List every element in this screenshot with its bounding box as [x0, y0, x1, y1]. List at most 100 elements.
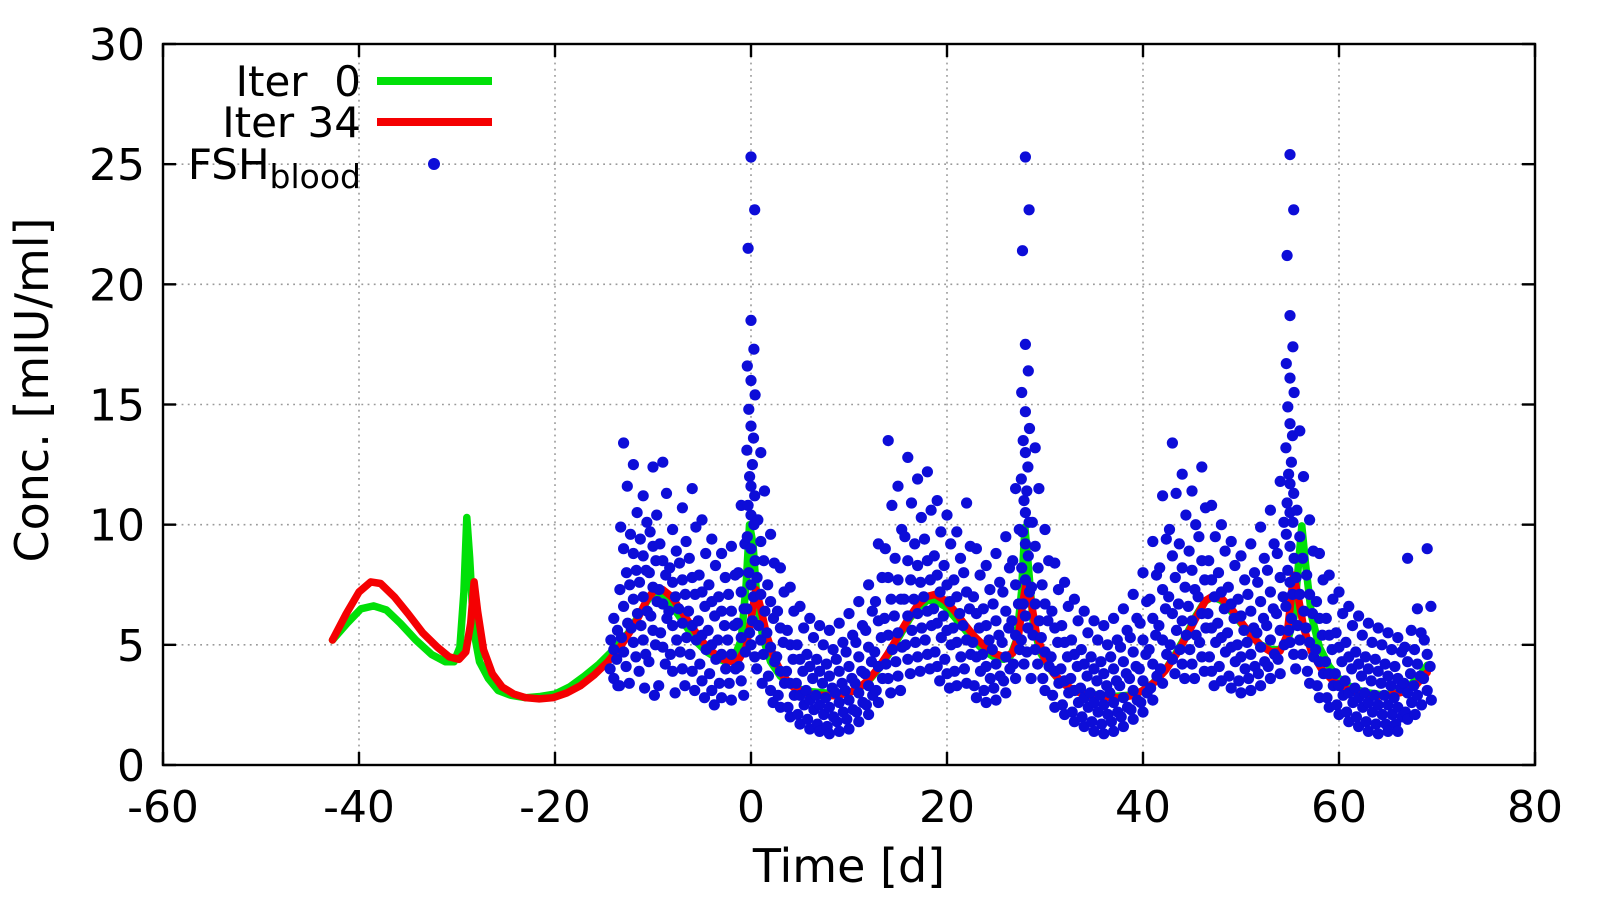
scatter-point — [1108, 663, 1120, 675]
scatter-point — [1115, 711, 1127, 723]
scatter-point — [655, 627, 667, 639]
legend: Iter 0 Iter 34 FSHblood — [188, 57, 492, 196]
scatter-point — [1075, 644, 1087, 656]
scatter-point — [1127, 588, 1139, 601]
scatter-point — [623, 677, 635, 689]
scatter-point — [1369, 653, 1381, 665]
scatter-point — [1372, 728, 1384, 740]
scatter-point — [931, 495, 943, 507]
scatter-point — [1261, 620, 1273, 632]
scatter-point — [1022, 365, 1034, 377]
scatter-point — [1329, 668, 1341, 680]
scatter-point — [664, 648, 677, 661]
scatter-point — [713, 591, 725, 603]
scatter-point — [811, 653, 823, 665]
scatter-point — [1179, 672, 1191, 685]
scatter-point — [997, 586, 1009, 598]
scatter-point — [1018, 495, 1030, 507]
scatter-point — [1117, 692, 1129, 704]
scatter-point — [1010, 672, 1022, 685]
scatter-point — [653, 584, 665, 596]
scatter-point — [689, 684, 701, 697]
scatter-point — [1301, 665, 1313, 677]
grid-layer — [162, 43, 1536, 766]
scatter-point — [1330, 627, 1342, 639]
scatter-point — [654, 538, 666, 550]
y-tick-label: 5 — [117, 621, 145, 672]
scatter-point — [1229, 559, 1241, 572]
scatter-point — [1094, 689, 1106, 701]
scatter-point — [1081, 670, 1093, 682]
scatter-point — [1297, 552, 1309, 564]
scatter-point — [608, 612, 620, 625]
scatter-point — [909, 538, 921, 550]
scatter-point — [1297, 471, 1310, 483]
scatter-point — [1098, 620, 1110, 632]
scatter-point — [725, 540, 738, 552]
scatter-point — [905, 574, 917, 586]
scatter-point — [643, 567, 655, 579]
scatter-point — [651, 509, 663, 521]
scatter-point — [802, 713, 814, 725]
scatter-point — [1425, 600, 1437, 613]
scatter-point — [1366, 636, 1378, 649]
scatter-point — [1137, 567, 1149, 579]
scatter-point — [1274, 475, 1286, 487]
scatter-point — [948, 574, 960, 586]
scatter-point — [667, 523, 679, 536]
scatter-point — [1235, 651, 1247, 663]
scatter-point — [755, 588, 767, 601]
scatter-point — [1114, 680, 1126, 692]
scatter-point — [743, 567, 755, 579]
scatter-point — [637, 550, 649, 562]
scatter-point — [892, 480, 904, 492]
scatter-point — [1133, 663, 1145, 675]
scatter-point — [1176, 468, 1188, 480]
scatter-point — [1417, 672, 1430, 685]
scatter-point — [816, 677, 829, 689]
scatter-point — [741, 603, 753, 615]
scatter-point — [980, 696, 992, 709]
scatter-point — [1362, 725, 1374, 738]
scatter-point — [1127, 684, 1139, 697]
scatter-point — [693, 569, 705, 581]
scatter-point — [1135, 696, 1147, 709]
scatter-point — [1222, 581, 1234, 593]
scatter-point — [671, 634, 683, 646]
scatter-point — [1166, 550, 1178, 562]
scatter-point — [817, 639, 829, 651]
scatter-point — [951, 680, 963, 692]
scatter-point — [957, 620, 969, 632]
scatter-point — [709, 559, 722, 572]
scatter-point — [1174, 644, 1186, 656]
scatter-point — [744, 627, 756, 639]
scatter-point — [904, 668, 916, 680]
legend-label-fsh: FSHblood — [188, 140, 361, 196]
scatter-point — [774, 562, 787, 574]
scatter-point — [1280, 528, 1292, 540]
scatter-point — [1010, 483, 1022, 495]
scatter-point — [755, 447, 767, 459]
scatter-point — [761, 627, 773, 639]
scatter-point — [888, 610, 900, 622]
scatter-point — [1409, 708, 1421, 721]
scatter-point — [630, 651, 642, 663]
scatter-point — [968, 680, 980, 692]
scatter-point — [1203, 651, 1215, 663]
scatter-point — [1202, 608, 1214, 620]
scatter-point — [771, 605, 784, 617]
scatter-point — [618, 543, 630, 555]
scatter-point — [1320, 612, 1332, 625]
scatter-point — [631, 608, 644, 620]
scatter-point — [860, 699, 873, 711]
scatter-point — [667, 620, 679, 632]
scatter-point — [990, 694, 1002, 706]
scatter-point — [1281, 497, 1293, 509]
scatter-point — [1264, 634, 1276, 646]
scatter-point — [974, 569, 986, 581]
scatter-point — [1359, 651, 1372, 663]
scatter-point — [941, 509, 953, 521]
scatter-point — [1154, 562, 1166, 574]
scatter-point — [614, 584, 626, 596]
